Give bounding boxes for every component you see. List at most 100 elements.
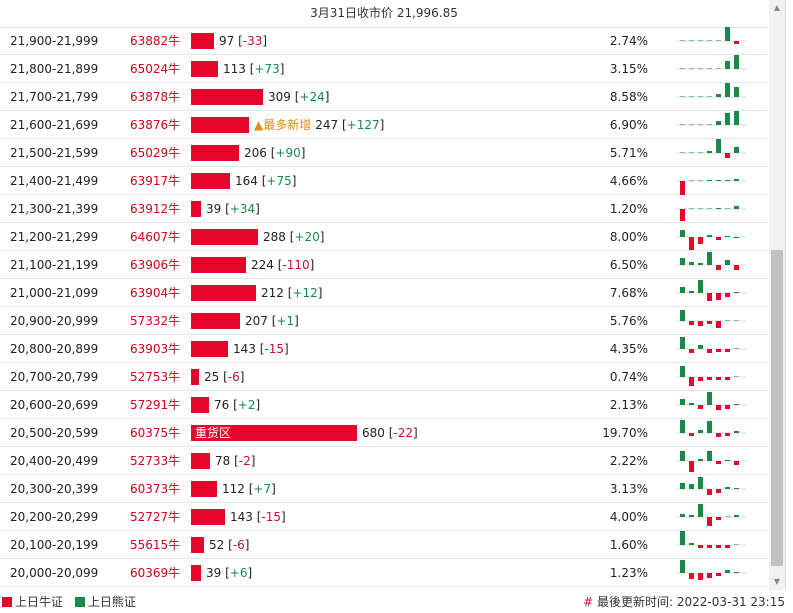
count-change: -6 [227,370,240,384]
table-row[interactable]: 20,500-20,599 60375牛 重货区 680 [-22] 19.70% [0,419,768,447]
cbbc-code[interactable]: 63903牛 [130,342,181,356]
sparkline-bar [689,68,694,69]
sparkline-bar [725,208,730,209]
table-row[interactable]: 21,100-21,199 63906牛 224 [-110] 6.50% [0,251,768,279]
cbbc-code[interactable]: 57291牛 [130,398,181,412]
trend-sparkline [676,252,746,270]
trend-sparkline [676,179,746,195]
sparkline-bar [716,461,721,464]
sparkline-bar [680,560,685,573]
count-text: 112 [+7] [222,482,276,496]
count-change: +12 [292,286,318,300]
table-row[interactable]: 20,600-20,699 57291牛 76 [+2] 2.13% [0,391,768,419]
share-percent: 2.13% [609,398,648,412]
sparkline-bar [698,430,703,433]
cbbc-code[interactable]: 65029牛 [130,146,181,160]
cbbc-code[interactable]: 63882牛 [130,34,181,48]
table-row[interactable]: 20,100-20,199 55615牛 52 [-6] 1.60% [0,531,768,559]
table-row[interactable]: 21,200-21,299 64607牛 288 [+20] 8.00% [0,223,768,251]
table-row[interactable]: 20,200-20,299 52727牛 143 [-15] 4.00% [0,503,768,531]
sparkline-bar [716,405,721,410]
scroll-down-arrow-icon[interactable]: ▼ [773,577,781,586]
table-row[interactable]: 20,800-20,899 63903牛 143 [-15] 4.35% [0,335,768,363]
count-value: 78 [215,454,231,468]
volume-bar: 重货区 [191,425,357,441]
sparkline-bar [707,151,712,153]
cbbc-code[interactable]: 63912牛 [130,202,181,216]
table-row[interactable]: 20,900-20,999 57332牛 207 [+1] 5.76% [0,307,768,335]
count-value: 25 [204,370,220,384]
count-change: -15 [261,510,282,524]
sparkline-bar [680,152,685,153]
count-value: 113 [223,62,246,76]
table-row[interactable]: 21,600-21,699 63876牛 ▲最多新增 247 [+127] 6.90% [0,111,768,139]
table-row[interactable]: 20,400-20,499 52733牛 78 [-2] 2.22% [0,447,768,475]
count-value: 212 [261,286,284,300]
count-value: 164 [235,174,258,188]
trend-sparkline [676,451,746,472]
sparkline-bar [725,545,730,548]
cbbc-code[interactable]: 63904牛 [130,286,181,300]
sparkline-bar [734,376,739,377]
cbbc-code[interactable]: 55615牛 [130,538,181,552]
sparkline-bar [725,570,730,573]
sparkline-bar [698,263,703,265]
count-text: 288 [+20] [263,230,325,244]
sparkline-bar [725,377,730,380]
sparkline-bar [698,545,703,548]
cbbc-code[interactable]: 52753牛 [130,370,181,384]
cbbc-code[interactable]: 57332牛 [130,314,181,328]
cbbc-code[interactable]: 64607牛 [130,230,181,244]
table-row[interactable]: 21,400-21,499 63917牛 164 [+75] 4.66% [0,167,768,195]
cbbc-code[interactable]: 63876牛 [130,118,181,132]
table-row[interactable]: 21,300-21,399 63912牛 39 [+34] 1.20% [0,195,768,223]
count-text: 164 [+75] [235,174,297,188]
sparkline-bar [680,181,685,195]
sparkline-bar [689,377,694,386]
cbbc-code[interactable]: 63917牛 [130,174,181,188]
cbbc-code[interactable]: 63878牛 [130,90,181,104]
strike-range: 20,400-20,499 [10,454,99,468]
scroll-up-arrow-icon[interactable]: ▲ [773,3,781,12]
volume-bar [191,453,210,469]
table-row[interactable]: 21,500-21,599 65029牛 206 [+90] 5.71% [0,139,768,167]
trend-sparkline [676,280,746,301]
table-row[interactable]: 21,700-21,799 63878牛 309 [+24] 8.58% [0,83,768,111]
count-value: 224 [251,258,274,272]
table-row[interactable]: 20,000-20,099 60369牛 39 [+6] 1.23% [0,559,768,587]
strike-range: 20,300-20,399 [10,482,99,496]
volume-bar [191,145,239,161]
cbbc-code[interactable]: 52727牛 [130,510,181,524]
scroll-thumb[interactable] [771,250,783,566]
cbbc-code[interactable]: 60369牛 [130,566,181,580]
sparkline-bar [734,206,739,209]
share-percent: 3.15% [609,62,648,76]
count-text: 206 [+90] [244,146,306,160]
count-text: 113 [+73] [223,62,285,76]
vertical-scrollbar[interactable]: ▲ ▼ [769,0,785,590]
cbbc-code[interactable]: 60375牛 [130,426,181,440]
table-row[interactable]: 21,900-21,999 63882牛 97 [-33] 2.74% [0,27,768,55]
sparkline-bar [716,545,721,548]
sparkline-bar [707,421,712,433]
volume-bar [191,397,209,413]
sparkline-bar [725,153,730,158]
table-row[interactable]: 20,700-20,799 52753牛 25 [-6] 0.74% [0,363,768,391]
sparkline-bar [725,27,730,41]
sparkline-bar [698,459,703,461]
sparkline-bar [725,320,730,321]
cbbc-code[interactable]: 65024牛 [130,62,181,76]
cbbc-code[interactable]: 63906牛 [130,258,181,272]
sparkline-bar [725,433,730,436]
sparkline-bar [680,68,685,69]
count-text: 76 [+2] [214,398,261,412]
count-text: ▲最多新增 247 [+127] [254,118,385,132]
bull-legend-label: 上日牛证 [15,595,64,609]
cbbc-code[interactable]: 60373牛 [130,482,181,496]
table-row[interactable]: 21,800-21,899 65024牛 113 [+73] 3.15% [0,55,768,83]
cbbc-code[interactable]: 52733牛 [130,454,181,468]
table-row[interactable]: 20,300-20,399 60373牛 112 [+7] 3.13% [0,475,768,503]
sparkline-bar [689,349,694,353]
table-row[interactable]: 21,000-21,099 63904牛 212 [+12] 7.68% [0,279,768,307]
sparkline-bar [725,405,730,409]
